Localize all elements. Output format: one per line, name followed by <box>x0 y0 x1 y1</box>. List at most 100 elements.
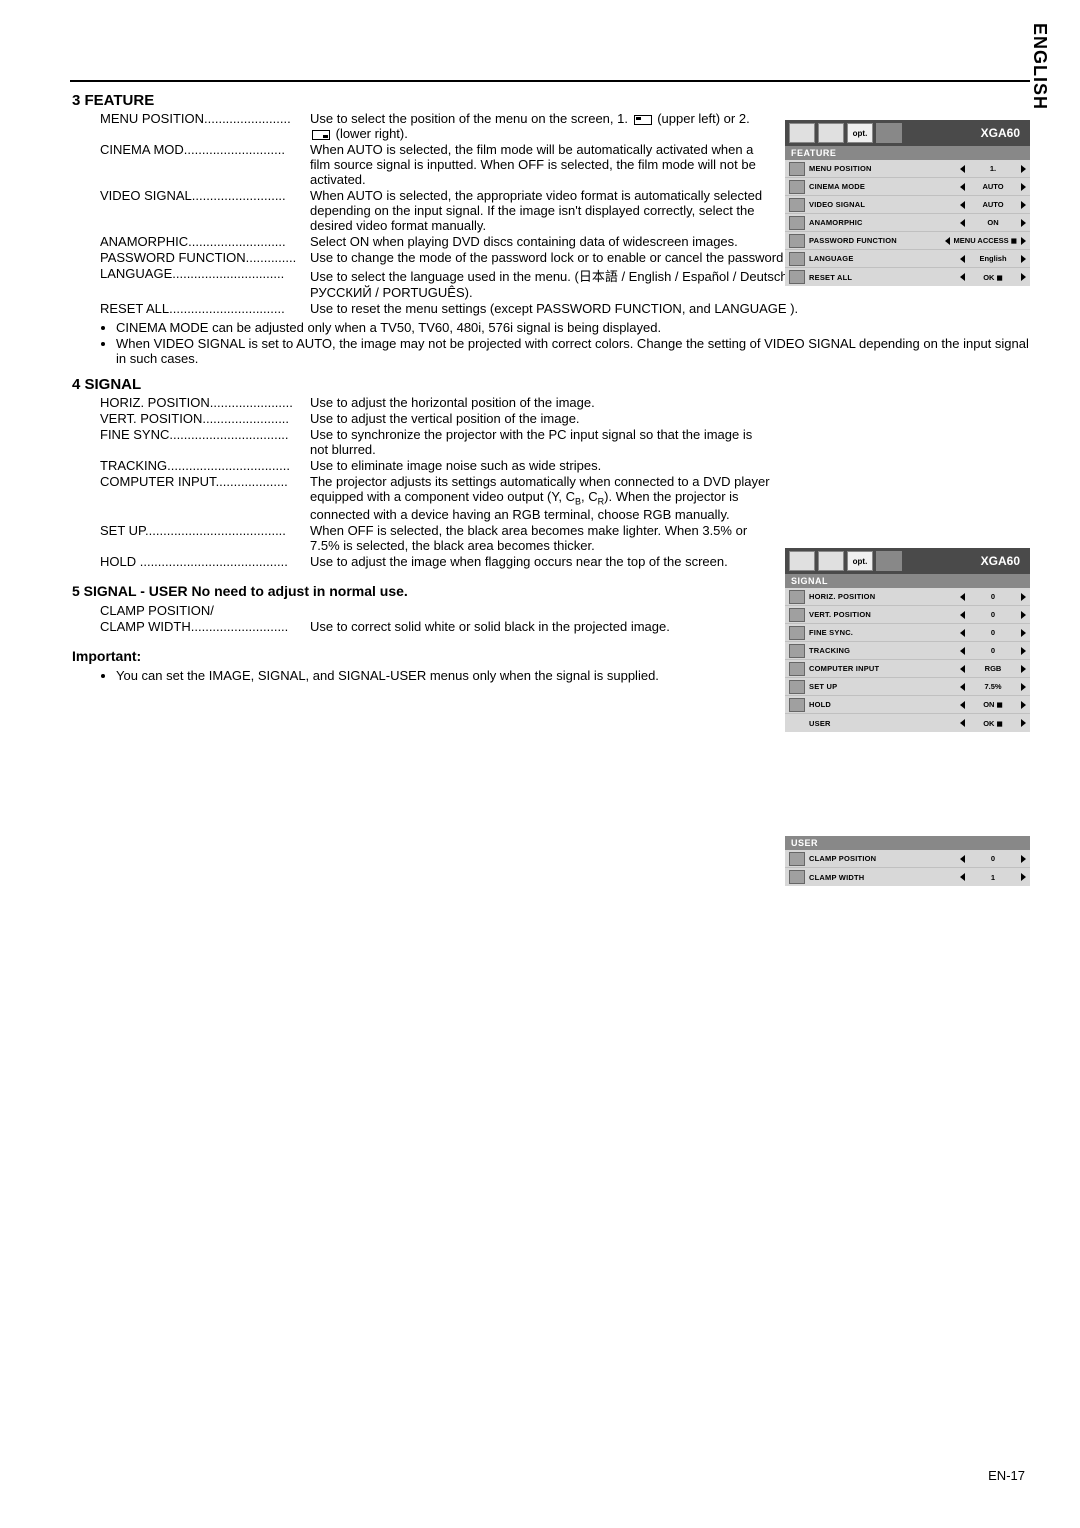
panel-subtitle: USER <box>785 836 1030 850</box>
side-language-label: ENGLISH <box>1029 23 1050 110</box>
menu-row-value: 0 <box>969 646 1017 655</box>
menu-row-label: MENU POSITION <box>809 164 960 173</box>
menu-row-label: RESET ALL <box>809 273 960 282</box>
top-rule <box>70 80 1030 82</box>
menu-row-icon <box>789 198 805 212</box>
feature-notes: CINEMA MODE can be adjusted only when a … <box>100 320 1030 366</box>
item-label: COMPUTER INPUT.................... <box>100 474 310 489</box>
menu-row-value: 0 <box>969 592 1017 601</box>
menu-row-icon <box>789 162 805 176</box>
menu-row-icon <box>789 644 805 658</box>
arrow-left-icon <box>960 719 965 727</box>
menu-row-icon <box>789 626 805 640</box>
item-label: MENU POSITION........................ <box>100 111 310 126</box>
item-label: LANGUAGE............................... <box>100 266 310 281</box>
item-desc: Use to adjust the horizontal position of… <box>310 395 1030 410</box>
menu-rows: CLAMP POSITION0CLAMP WIDTH1 <box>785 850 1030 886</box>
tab-icon <box>876 551 902 571</box>
arrow-left-icon <box>960 255 965 263</box>
item-label: HORIZ. POSITION....................... <box>100 395 310 410</box>
menu-row-label: VERT. POSITION <box>809 610 960 619</box>
menu-row-icon <box>789 698 805 712</box>
menu-row-label: USER <box>809 719 960 728</box>
menu-row-icon <box>789 662 805 676</box>
menu-row-label: COMPUTER INPUT <box>809 664 960 673</box>
note-item: CINEMA MODE can be adjusted only when a … <box>116 320 1030 335</box>
menu-row: USER OK ◼ <box>785 714 1030 732</box>
menu-row-value: AUTO <box>969 182 1017 191</box>
arrow-right-icon <box>1021 183 1026 191</box>
arrow-left-icon <box>960 219 965 227</box>
panel-model: XGA60 <box>981 126 1026 140</box>
signal-item-vert: VERT. POSITION........................ U… <box>100 411 1030 426</box>
menu-row-value: ON <box>969 218 1017 227</box>
arrow-left-icon <box>960 593 965 601</box>
tab-opt: opt. <box>847 551 873 571</box>
panel-tabs: opt. XGA60 <box>785 120 1030 146</box>
menu-row: PASSWORD FUNCTIONMENU ACCESS ◼ <box>785 232 1030 250</box>
arrow-right-icon <box>1021 629 1026 637</box>
menu-row-icon <box>789 180 805 194</box>
item-label: CLAMP WIDTH........................... <box>100 619 310 634</box>
tab-icon <box>818 551 844 571</box>
panel-subtitle: FEATURE <box>785 146 1030 160</box>
arrow-left-icon <box>960 629 965 637</box>
item-label: CINEMA MOD............................ <box>100 142 310 157</box>
osd-user-menu: USER CLAMP POSITION0CLAMP WIDTH1 <box>785 836 1030 886</box>
arrow-right-icon <box>1021 719 1026 727</box>
menu-row-value: 7.5% <box>969 682 1017 691</box>
menu-row-icon <box>789 852 805 866</box>
arrow-left-icon <box>960 611 965 619</box>
item-label: VERT. POSITION........................ <box>100 411 310 426</box>
menu-row: HORIZ. POSITION 0 <box>785 588 1030 606</box>
item-desc: The projector adjusts its settings autom… <box>310 474 1030 522</box>
signal-item-tracking: TRACKING................................… <box>100 458 1030 473</box>
menu-row-label: VIDEO SIGNAL <box>809 200 960 209</box>
signal-item-finesync: FINE SYNC...............................… <box>100 427 1030 457</box>
menu-row-label: LANGUAGE <box>809 254 960 263</box>
arrow-right-icon <box>1021 855 1026 863</box>
arrow-right-icon <box>1021 873 1026 881</box>
signal-content: HORIZ. POSITION....................... U… <box>100 395 1030 569</box>
item-label: ANAMORPHIC........................... <box>100 234 310 249</box>
signal-heading: 4 SIGNAL <box>72 376 1030 393</box>
note-item: When VIDEO SIGNAL is set to AUTO, the im… <box>116 336 1030 366</box>
osd-signal-menu: opt. XGA60 SIGNAL HORIZ. POSITION0VERT. … <box>785 548 1030 732</box>
menu-row-value: OK ◼ <box>969 719 1017 728</box>
panel-subtitle: SIGNAL <box>785 574 1030 588</box>
arrow-left-icon <box>960 183 965 191</box>
tab-icon <box>789 551 815 571</box>
menu-rows: MENU POSITION 1. CINEMA MODE AUTO VIDEO SIGN… <box>785 160 1030 286</box>
item-label: SET UP..................................… <box>100 523 310 538</box>
item-label: CLAMP POSITION/ <box>100 603 310 618</box>
osd-feature-menu: opt. XGA60 FEATURE MENU POSITION 1. CINEMA… <box>785 120 1030 286</box>
menu-row-value: 0 <box>969 610 1017 619</box>
menu-row-label: HORIZ. POSITION <box>809 592 960 601</box>
item-desc: Use to reset the menu settings (except P… <box>310 301 1030 316</box>
menu-row-label: ANAMORPHIC <box>809 218 960 227</box>
arrow-right-icon <box>1021 701 1026 709</box>
page-17: ENGLISH 3 FEATURE MENU POSITION.........… <box>0 0 1080 1528</box>
menu-row: CLAMP POSITION0 <box>785 850 1030 868</box>
arrow-right-icon <box>1021 165 1026 173</box>
menu-row-icon <box>789 270 805 284</box>
menu-row: LANGUAGEEnglish <box>785 250 1030 268</box>
menu-row: CLAMP WIDTH1 <box>785 868 1030 886</box>
item-desc: Use to eliminate image noise such as wid… <box>310 458 1030 473</box>
arrow-right-icon <box>1021 683 1026 691</box>
menu-row-label: SET UP <box>809 682 960 691</box>
tab-icon <box>818 123 844 143</box>
arrow-left-icon <box>960 647 965 655</box>
menu-row-value: 1. <box>969 164 1017 173</box>
menu-row: FINE SYNC.0 <box>785 624 1030 642</box>
arrow-right-icon <box>1021 201 1026 209</box>
feature-item-reset-all: RESET ALL...............................… <box>100 301 1030 316</box>
menu-row-value: AUTO <box>969 200 1017 209</box>
menu-row: TRACKING0 <box>785 642 1030 660</box>
menu-row: MENU POSITION 1. <box>785 160 1030 178</box>
menu-row-icon <box>789 590 805 604</box>
tab-icon <box>789 123 815 143</box>
upper-left-icon <box>634 115 652 125</box>
menu-row-label: CINEMA MODE <box>809 182 960 191</box>
menu-row-label: FINE SYNC. <box>809 628 960 637</box>
